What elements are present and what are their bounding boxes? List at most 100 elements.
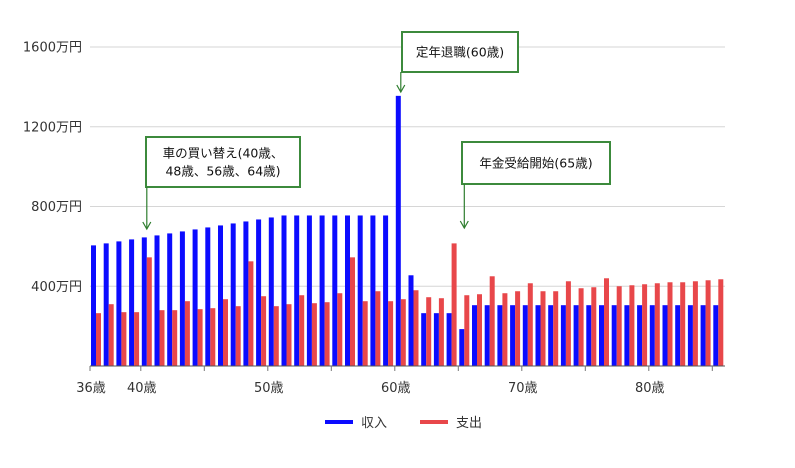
- legend-item: 収入: [325, 416, 387, 431]
- expense-bar: [235, 306, 241, 366]
- y-tick-label: 1600万円: [23, 41, 82, 56]
- expense-bar: [667, 282, 673, 366]
- expense-bar: [184, 301, 190, 366]
- expense-bar: [324, 302, 330, 366]
- income-bar: [649, 305, 655, 366]
- y-tick-label: 800万円: [31, 200, 82, 215]
- income-bar: [281, 215, 287, 366]
- income-bar: [294, 215, 300, 366]
- arrow-head-icon: [459, 220, 469, 230]
- expense-bar: [261, 296, 267, 366]
- annotation-callout: 定年退職(60歳): [396, 31, 519, 94]
- expense-bar: [477, 294, 482, 366]
- income-bar: [433, 313, 439, 366]
- income-bar: [637, 305, 643, 366]
- legend-swatch: [325, 420, 353, 424]
- income-bar: [548, 305, 554, 366]
- income-bar: [624, 305, 630, 366]
- expense-bar: [172, 310, 178, 366]
- expense-bar: [223, 299, 228, 366]
- expense-bar: [134, 312, 140, 366]
- expense-bar: [197, 309, 203, 366]
- income-bar: [230, 223, 236, 366]
- income-bar: [91, 245, 96, 366]
- income-bar: [408, 275, 414, 366]
- annotation-callout: 年金受給開始(65歳): [459, 141, 611, 230]
- income-bar: [675, 305, 681, 366]
- expense-bar: [578, 288, 584, 366]
- y-tick-label: 1200万円: [23, 120, 82, 135]
- expense-bar: [273, 306, 279, 366]
- expense-bar: [705, 280, 711, 366]
- income-bar: [687, 305, 693, 366]
- expense-bar: [121, 312, 127, 366]
- axes: 36歳 40歳 50歳 60歳 70歳 80歳: [76, 365, 725, 396]
- bars: [91, 95, 724, 367]
- expense-bar: [375, 291, 381, 366]
- expense-bar: [515, 291, 521, 366]
- income-bar: [167, 233, 173, 366]
- income-bar: [103, 243, 109, 366]
- income-bar: [218, 225, 223, 366]
- income-bar: [459, 329, 465, 366]
- expense-bar: [692, 281, 698, 366]
- income-bar: [357, 215, 363, 366]
- expense-bar: [286, 304, 292, 366]
- expense-bar: [400, 299, 406, 366]
- expense-bar: [629, 285, 635, 366]
- income-bar: [306, 215, 312, 366]
- income-bar: [421, 313, 427, 366]
- income-bar: [141, 237, 147, 366]
- income-bar: [243, 221, 249, 366]
- income-bar: [510, 305, 516, 366]
- x-tick-label: 40歳: [127, 381, 157, 396]
- legend-label: 収入: [361, 416, 387, 431]
- income-bar: [586, 305, 592, 366]
- annotation-text: 車の買い替え(40歳、: [163, 146, 284, 161]
- y-tick-label: 400万円: [31, 280, 82, 295]
- expense-bar: [616, 286, 622, 366]
- income-bar: [319, 215, 325, 366]
- expense-bar: [159, 310, 165, 366]
- annotation-text: 48歳、56歳、64歳): [165, 164, 280, 179]
- x-tick-label: 60歳: [381, 381, 411, 396]
- income-bar: [446, 313, 452, 366]
- expense-bar: [362, 301, 368, 366]
- income-bar: [573, 305, 579, 366]
- legend-label: 支出: [456, 416, 482, 431]
- income-bar: [535, 305, 541, 366]
- income-bar: [179, 231, 185, 366]
- arrow-head-icon: [142, 221, 152, 231]
- income-bar: [192, 229, 198, 366]
- arrow-head-icon: [396, 84, 406, 94]
- expense-bar: [718, 279, 724, 366]
- expense-bar: [388, 301, 394, 366]
- expense-bar: [565, 281, 571, 366]
- expense-bar: [654, 283, 660, 366]
- income-bar: [472, 305, 477, 366]
- income-bar: [268, 217, 274, 366]
- income-bar: [611, 305, 617, 366]
- expense-bar: [413, 290, 419, 366]
- x-tick-label: 36歳: [76, 381, 106, 396]
- expense-bar: [553, 291, 559, 366]
- annotation-box: [401, 31, 519, 73]
- income-bar: [560, 305, 566, 366]
- income-bar: [116, 241, 122, 366]
- income-bar: [497, 305, 503, 366]
- expense-bar: [146, 257, 152, 366]
- expense-bar: [96, 313, 101, 366]
- expense-bar: [642, 284, 648, 366]
- income-bar: [154, 235, 160, 366]
- legend: 収入 支出: [325, 416, 482, 431]
- expense-bar: [540, 291, 546, 366]
- expense-bar: [591, 287, 597, 366]
- income-bar: [662, 305, 668, 366]
- expense-bar: [464, 295, 470, 366]
- income-bar: [599, 305, 604, 366]
- annotation-text: 年金受給開始(65歳): [479, 156, 592, 171]
- x-tick-label: 80歳: [635, 381, 665, 396]
- income-bar: [345, 215, 350, 366]
- income-bar: [370, 215, 376, 366]
